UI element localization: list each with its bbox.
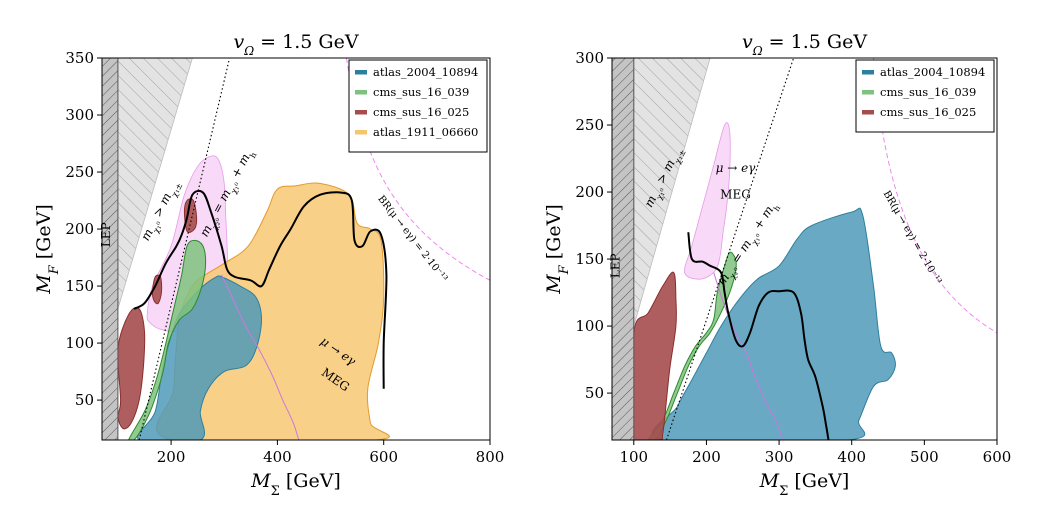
x-axis-title: MΣ [GeV] [759,470,850,499]
y-tick-label: 150 [65,277,94,295]
legend-label: atlas_2004_10894 [880,65,985,79]
y-axis-title: MF [GeV] [33,204,62,295]
legend-box [855,59,995,133]
x-tick-label: 600 [983,448,1012,466]
meg-label: MEG [720,188,751,202]
y-tick-label: 200 [65,220,94,238]
y-tick-label: 100 [575,317,604,335]
meg-boundary-line [221,274,300,440]
cms-sus-16-025-region-b [183,198,198,233]
meg-boundary-line [713,272,784,440]
br-dashed-curve [345,58,490,281]
y-tick-label: 250 [575,116,604,134]
legend-swatch [355,130,367,135]
lep-label: LEP [99,222,113,247]
x-tick-label: 500 [910,448,939,466]
axes-frame [101,57,491,441]
legend-label: cms_sus_16_039 [880,85,976,99]
y-tick-label: 300 [575,49,604,67]
y-tick-label: 200 [575,183,604,201]
plot-area [102,58,490,440]
legend-swatch [355,70,367,75]
x-tick-label: 800 [476,448,505,466]
meg-process-label: μ → eγ [716,161,757,175]
legend-swatch [862,90,874,95]
x-tick-label: 200 [692,448,721,466]
combined-exclusion-contour [687,232,830,440]
y-axis-title: MF [GeV] [543,204,572,295]
legend-label: cms_sus_16_025 [880,105,976,119]
plot-area [612,58,997,440]
mass-relation-label: mχ₂⁰ = mχ₁⁰ + mh [714,199,782,290]
lep-label: LEP [608,253,622,278]
legend-label: atlas_1911_06660 [373,125,478,139]
legend-swatch [355,110,367,115]
legend-box [348,59,488,153]
legend-swatch [355,90,367,95]
y-tick-label: 250 [65,163,94,181]
x-tick-label: 100 [619,448,648,466]
cms-sus-16-039-region [128,239,207,440]
lep-excluded-region [612,58,635,440]
chart-title: vΩ = 1.5 GeV [742,31,867,58]
legend: atlas_2004_10894 cms_sus_16_039 cms_sus_16… [855,59,995,133]
legend-label: cms_sus_16_025 [373,105,469,119]
chart-panel-2: 100 200 300 400 500 600 50 100 150 200 250 300 vΩ = … [543,31,1011,499]
x-tick-label: 400 [837,448,866,466]
x-tick-label: 600 [369,448,398,466]
y-tick-label: 350 [65,49,94,67]
cms-sus-16-039-region [647,251,737,440]
cms-sus-16-025-region-c [151,274,163,305]
legend: atlas_2004_10894 cms_sus_16_039 cms_sus_16… [348,59,488,153]
legend-swatch [862,70,874,75]
x-axis-title: MΣ [GeV] [250,470,341,499]
axes-frame [611,57,998,441]
chart-title: vΩ = 1.5 GeV [233,31,358,58]
y-tick-label: 50 [75,391,94,409]
combined-exclusion-contour [133,189,388,389]
atlas-2004-10894-region [652,207,896,440]
x-tick-label: 300 [765,448,794,466]
y-tick-label: 50 [585,384,604,402]
legend-label: atlas_2004_10894 [373,65,478,79]
lep-excluded-region [102,58,119,440]
y-tick-label: 300 [65,106,94,124]
cms-sus-16-025-region [630,271,677,440]
chart-panel-1: 200 400 600 800 50 100 150 200 250 300 350 vΩ = 1.5… [33,31,504,499]
y-tick-label: 150 [575,250,604,268]
x-tick-label: 200 [157,448,186,466]
legend-label: cms_sus_16_039 [373,85,469,99]
y-tick-label: 100 [65,334,94,352]
mass-relation-dotted-line [665,58,795,440]
mass-relation-dotted-line [138,58,231,440]
legend-swatch [862,110,874,115]
br-label: BR(μ → eγ) = 2·10⁻¹³ [881,189,944,286]
x-tick-label: 400 [263,448,292,466]
cms-sus-16-025-region-a [117,307,146,430]
